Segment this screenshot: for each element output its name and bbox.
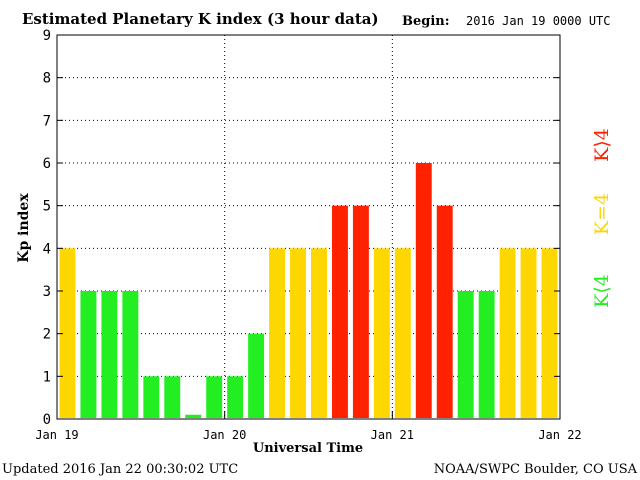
kp-bar [290,248,306,418]
kp-bar [311,248,327,418]
kp-bar [248,333,265,418]
y-tick-label: 8 [43,71,51,87]
y-ticks: 0 1 2 3 4 5 6 7 8 9 [43,28,560,428]
kp-bar [436,205,453,418]
kp-bar [331,205,348,418]
x-tick-label: Jan 20 [203,428,246,442]
x-ticks: Jan 19 Jan 20 Jan 21 Jan 22 [35,411,582,442]
kp-bar [457,291,474,418]
chart-title: Estimated Planetary K index (3 hour data… [22,10,379,28]
y-tick-label: 1 [43,369,51,385]
legend-above: K⟩4 [591,128,613,162]
kp-bar [101,291,118,418]
kp-bar [520,248,537,418]
y-tick-label: 6 [43,156,51,172]
kp-bar [415,163,432,418]
y-tick-label: 5 [43,199,51,215]
kp-bar [80,291,97,418]
y-tick-label: 0 [43,412,51,428]
kp-bar [541,248,558,418]
x-tick-label: Jan 21 [371,428,414,442]
kp-bar [122,291,139,418]
y-tick-label: 2 [43,327,51,343]
kp-bar [394,248,411,418]
kp-bar [185,414,202,418]
kp-bar [59,248,76,418]
grid [57,35,560,419]
y-tick-label: 4 [43,241,51,257]
y-tick-label: 7 [43,113,51,129]
kp-bar [269,248,286,418]
kp-bar [143,376,160,418]
y-axis-label: Kp index [16,193,32,263]
kp-bar [352,205,369,418]
kp-bar [227,376,244,418]
x-axis-label: Universal Time [253,441,363,456]
kp-bar [164,376,181,418]
source-credit: NOAA/SWPC Boulder, CO USA [434,462,638,477]
legend-below: K⟨4 [591,274,613,308]
legend-equal: K=4 [591,193,613,235]
kp-bar [478,291,495,418]
updated-timestamp: Updated 2016 Jan 22 00:30:02 UTC [2,462,238,477]
kp-bar [373,248,390,418]
begin-label: Begin: [402,14,450,29]
bars [59,163,558,418]
kp-bar [206,376,223,418]
begin-value: 2016 Jan 19 0000 UTC [466,14,611,28]
y-tick-label: 9 [43,28,51,44]
x-tick-label: Jan 19 [35,428,78,442]
x-tick-label: Jan 22 [538,428,581,442]
y-tick-label: 3 [43,284,51,300]
plot-area [56,34,561,420]
kp-bar [499,248,516,418]
